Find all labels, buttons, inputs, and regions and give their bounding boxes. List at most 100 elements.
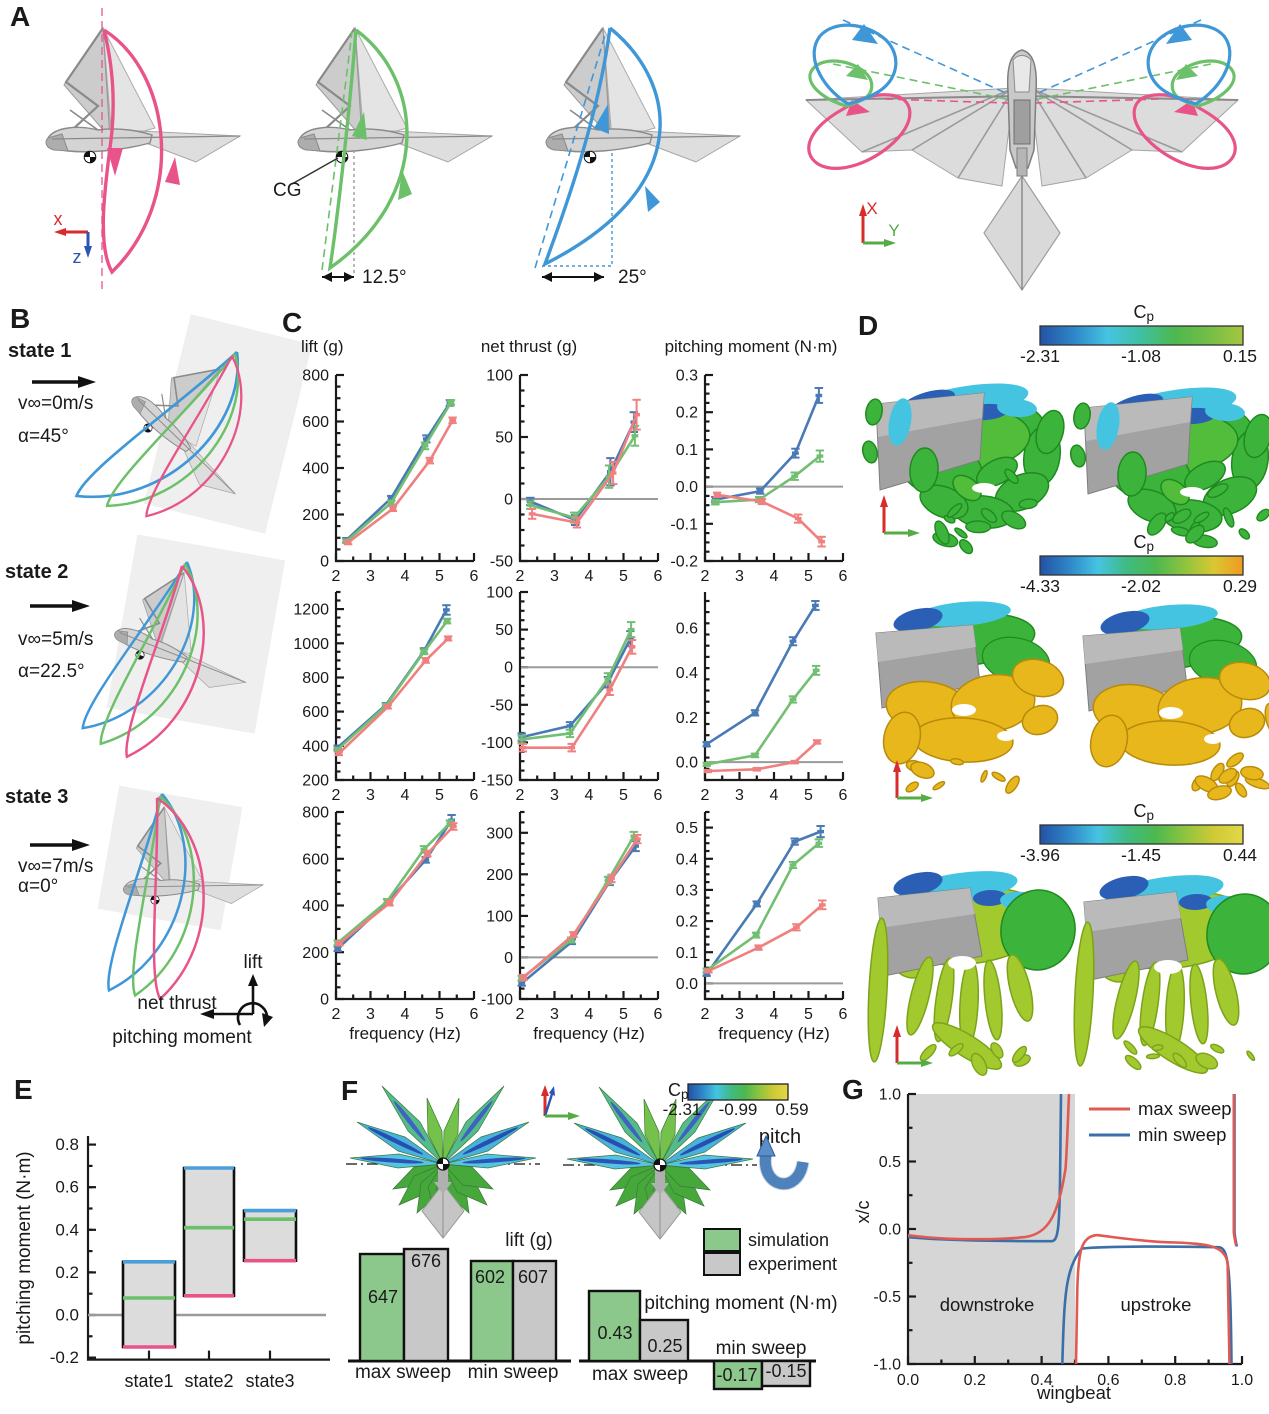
- svg-text:state 2: state 2: [5, 561, 68, 583]
- svg-text:-1.0: -1.0: [873, 1357, 901, 1374]
- svg-text:C: C: [1134, 532, 1147, 552]
- svg-text:G: G: [842, 1074, 864, 1105]
- svg-text:2: 2: [332, 1006, 341, 1023]
- svg-text:max sweep: max sweep: [1138, 1098, 1232, 1119]
- svg-text:0.0: 0.0: [879, 1222, 901, 1239]
- svg-text:5: 5: [619, 787, 628, 804]
- svg-text:simulation: simulation: [748, 1230, 829, 1250]
- svg-text:1.0: 1.0: [1231, 1372, 1253, 1389]
- svg-text:6: 6: [470, 1006, 479, 1023]
- svg-text:α=0°: α=0°: [18, 876, 58, 897]
- svg-text:6: 6: [654, 787, 663, 804]
- svg-text:-1.08: -1.08: [1121, 346, 1161, 366]
- svg-text:5: 5: [619, 568, 628, 585]
- svg-text:602: 602: [475, 1267, 505, 1287]
- svg-text:F: F: [341, 1075, 358, 1106]
- svg-text:CG: CG: [273, 180, 302, 201]
- svg-text:4: 4: [401, 1006, 410, 1023]
- svg-text:0.1: 0.1: [676, 442, 698, 459]
- svg-text:E: E: [14, 1074, 33, 1105]
- svg-text:0.0: 0.0: [55, 1306, 79, 1325]
- svg-text:0.15: 0.15: [1223, 346, 1257, 366]
- svg-text:2: 2: [516, 1006, 525, 1023]
- svg-text:-1.45: -1.45: [1121, 845, 1161, 865]
- svg-text:5: 5: [435, 787, 444, 804]
- svg-text:0.6: 0.6: [1097, 1372, 1119, 1389]
- svg-text:-0.17: -0.17: [716, 1365, 757, 1385]
- svg-text:p: p: [1147, 539, 1155, 554]
- svg-text:-4.33: -4.33: [1020, 576, 1060, 596]
- svg-text:Y: Y: [888, 221, 899, 240]
- svg-text:0.4: 0.4: [55, 1220, 79, 1239]
- svg-text:-3.96: -3.96: [1020, 845, 1060, 865]
- svg-text:0.4: 0.4: [1030, 1372, 1052, 1389]
- svg-text:800: 800: [302, 670, 329, 687]
- svg-text:4: 4: [401, 568, 410, 585]
- svg-text:2: 2: [516, 787, 525, 804]
- svg-text:C: C: [1134, 801, 1147, 821]
- svg-text:25°: 25°: [618, 267, 647, 288]
- svg-text:0.43: 0.43: [597, 1323, 632, 1343]
- svg-text:400: 400: [302, 898, 329, 915]
- svg-text:max sweep: max sweep: [355, 1362, 451, 1383]
- svg-text:state1: state1: [124, 1371, 173, 1391]
- svg-text:647: 647: [368, 1287, 398, 1307]
- svg-text:0.25: 0.25: [647, 1336, 682, 1356]
- svg-text:4: 4: [585, 568, 594, 585]
- svg-text:5: 5: [619, 1006, 628, 1023]
- svg-text:max sweep: max sweep: [592, 1364, 688, 1385]
- svg-text:0.2: 0.2: [676, 710, 698, 727]
- svg-text:5: 5: [804, 787, 813, 804]
- svg-text:5: 5: [435, 1006, 444, 1023]
- svg-text:0.2: 0.2: [964, 1372, 986, 1389]
- svg-text:x: x: [54, 209, 63, 229]
- svg-text:C: C: [668, 1080, 681, 1100]
- svg-text:0: 0: [504, 492, 513, 509]
- svg-text:state2: state2: [184, 1371, 233, 1391]
- svg-text:-50: -50: [490, 697, 513, 714]
- svg-text:0.4: 0.4: [676, 851, 698, 868]
- svg-text:-0.2: -0.2: [50, 1348, 79, 1367]
- svg-text:net thrust: net thrust: [137, 993, 217, 1014]
- svg-text:600: 600: [302, 704, 329, 721]
- svg-text:state3: state3: [245, 1371, 294, 1391]
- svg-text:pitching moment (N·m): pitching moment (N·m): [14, 1151, 35, 1344]
- svg-text:α=22.5°: α=22.5°: [18, 661, 85, 682]
- svg-text:state 3: state 3: [5, 786, 68, 808]
- svg-text:600: 600: [302, 851, 329, 868]
- svg-text:-2.02: -2.02: [1121, 576, 1161, 596]
- svg-text:X: X: [866, 199, 877, 218]
- svg-text:1.0: 1.0: [879, 1087, 901, 1104]
- svg-text:experiment: experiment: [748, 1254, 837, 1274]
- svg-text:0.4: 0.4: [676, 665, 698, 682]
- svg-text:607: 607: [518, 1267, 548, 1287]
- svg-text:A: A: [10, 1, 30, 32]
- svg-text:100: 100: [486, 908, 513, 925]
- svg-text:B: B: [10, 303, 30, 334]
- svg-text:-100: -100: [481, 992, 513, 1009]
- svg-text:0.0: 0.0: [676, 755, 698, 772]
- svg-text:6: 6: [654, 1006, 663, 1023]
- svg-text:α=45°: α=45°: [18, 426, 69, 447]
- svg-text:800: 800: [302, 805, 329, 822]
- svg-text:0.3: 0.3: [676, 368, 698, 385]
- svg-text:4: 4: [770, 568, 779, 585]
- svg-text:3: 3: [550, 568, 559, 585]
- svg-text:800: 800: [302, 368, 329, 385]
- svg-text:D: D: [858, 310, 878, 341]
- svg-text:3: 3: [366, 568, 375, 585]
- svg-text:3: 3: [550, 787, 559, 804]
- svg-text:400: 400: [302, 461, 329, 478]
- svg-text:p: p: [1147, 309, 1155, 324]
- svg-text:400: 400: [302, 738, 329, 755]
- svg-text:v∞=7m/s: v∞=7m/s: [18, 856, 93, 877]
- svg-text:5: 5: [804, 568, 813, 585]
- svg-text:200: 200: [302, 773, 329, 790]
- svg-text:3: 3: [366, 787, 375, 804]
- svg-text:0.2: 0.2: [55, 1263, 79, 1282]
- svg-text:0.8: 0.8: [1164, 1372, 1186, 1389]
- svg-text:0: 0: [320, 554, 329, 571]
- svg-text:pitching moment: pitching moment: [112, 1027, 252, 1048]
- svg-text:200: 200: [302, 507, 329, 524]
- svg-text:-0.1: -0.1: [670, 516, 698, 533]
